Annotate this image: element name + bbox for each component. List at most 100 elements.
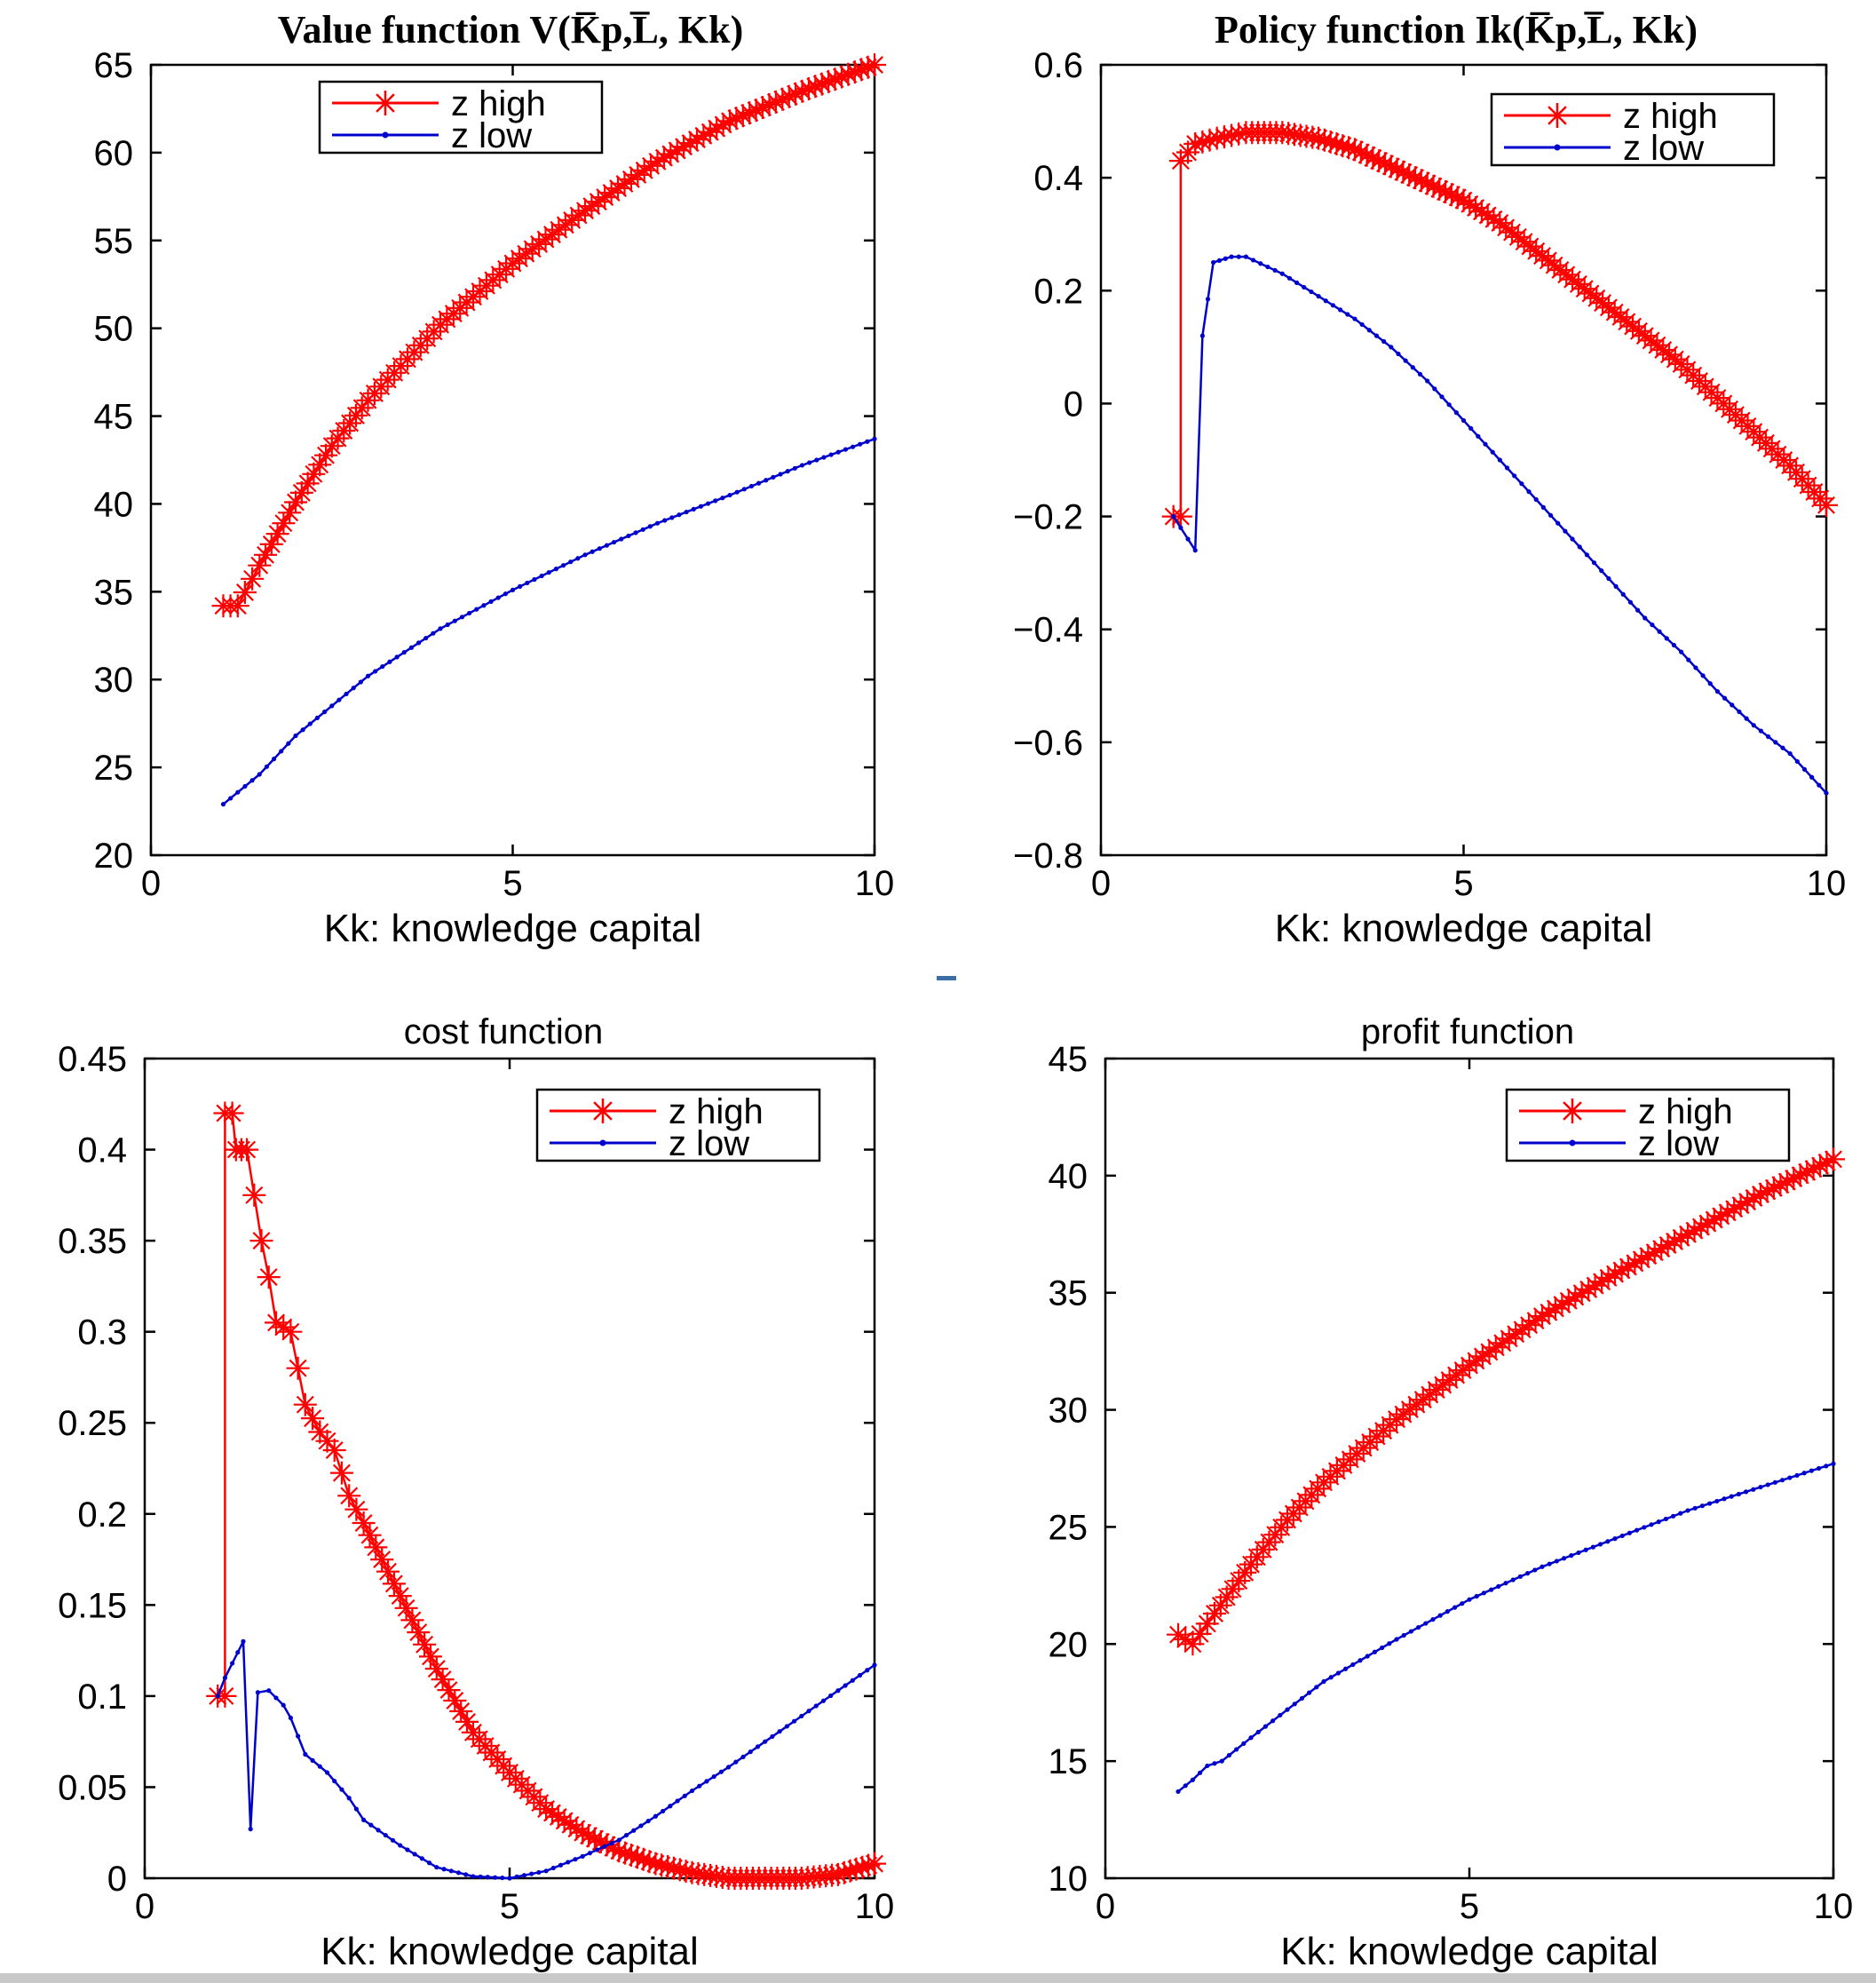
data-point [437,1678,461,1702]
data-point [1445,1363,1468,1387]
data-point [1481,1590,1486,1596]
policy-function-panel: −0.8 −0.6 −0.4 −0.2 0 0.2 0.4 0.6 0 5 10 Kk: knowle… [1013,8,1846,950]
y-tick-label: 40 [94,485,134,524]
data-point [503,591,508,597]
data-point [1168,504,1192,528]
legend-box [535,1088,821,1162]
data-point [1381,338,1387,345]
data-point [1349,140,1373,164]
plot-frame [1099,63,1828,857]
data-point [322,710,328,715]
data-point [329,703,335,709]
data-point [650,1853,674,1877]
data-point [1730,702,1735,708]
data-point [230,1661,235,1666]
data-point [332,1779,337,1784]
legend-star-marker [373,91,398,115]
legend-label-z-high: z high [1623,97,1718,136]
data-point [1452,188,1476,212]
data-point [1265,264,1270,270]
data-point [344,691,349,697]
data-point [532,576,537,583]
series-line [222,438,875,805]
data-point [582,1827,606,1851]
data-point [777,84,801,108]
data-point [1338,307,1343,313]
data-point [586,190,610,214]
data-point [350,396,374,420]
series-line [1177,1463,1834,1793]
data-point [823,67,847,91]
data-point [609,1841,614,1846]
data-point [685,128,708,151]
data-point [1591,560,1597,566]
data-point [863,1852,886,1876]
data-point [1285,1707,1290,1712]
data-point [1380,1645,1385,1651]
data-point [1355,143,1379,167]
data-point [565,1817,589,1841]
data-point [1219,1758,1224,1764]
data-point [1497,457,1502,463]
data-point [631,1828,637,1833]
data-point [1577,544,1582,550]
data-point [1755,1179,1779,1203]
data-point [514,1874,519,1879]
data-point [553,567,559,572]
data-point [637,1850,661,1874]
data-point [1272,267,1278,273]
data-point [418,1645,442,1669]
data-point [616,1837,621,1843]
data-point [792,465,797,471]
data-point [1525,1571,1531,1576]
data-point [273,1695,279,1701]
data-point [814,457,819,463]
data-point [1562,1556,1567,1561]
data-point [704,1779,709,1784]
data-point [568,559,574,565]
data-point [550,1865,556,1871]
data-point [1780,745,1785,750]
data-point [1445,186,1469,210]
legend-box [1490,92,1776,167]
data-point [668,1858,692,1882]
data-point [1216,258,1223,263]
data-point [1584,552,1589,558]
data-point [1212,1761,1217,1766]
data-point [324,1770,330,1775]
data-point [1496,1583,1501,1590]
data-point [1642,1525,1647,1530]
data-point [507,247,531,271]
data-point [1610,1258,1634,1282]
data-point [314,715,321,720]
data-point [242,783,248,789]
data-point [527,232,551,256]
legend-dot-marker [1569,1139,1576,1146]
data-point [361,1817,367,1822]
data-point [1294,280,1300,285]
data-point [1405,1392,1429,1416]
data-point [1226,1752,1231,1758]
y-tick-label: 65 [94,46,134,85]
data-point [1361,146,1385,170]
data-point [1678,1511,1683,1516]
data-point [1415,171,1439,195]
data-point [733,1759,739,1765]
y-tick-label: 10 [1049,1860,1088,1899]
profit-function-panel: 10 15 20 25 30 35 40 45 0 5 10 Kk: knowledge capita… [1049,1012,1854,1973]
data-point [455,1870,462,1876]
data-point [1379,155,1403,178]
data-point [764,90,788,114]
data-point [872,1662,877,1668]
data-point [346,1796,352,1801]
chart-title: Policy function Ik(K̅p,L̅, Kk) [1215,8,1698,52]
data-point [281,1702,286,1708]
data-point [639,154,663,178]
data-point [1211,259,1216,266]
data-point [1689,1215,1713,1239]
data-point [449,1700,473,1723]
data-point [756,480,762,486]
data-point [796,77,820,100]
data-point [1801,1471,1807,1476]
x-tick-label: 5 [503,864,522,903]
